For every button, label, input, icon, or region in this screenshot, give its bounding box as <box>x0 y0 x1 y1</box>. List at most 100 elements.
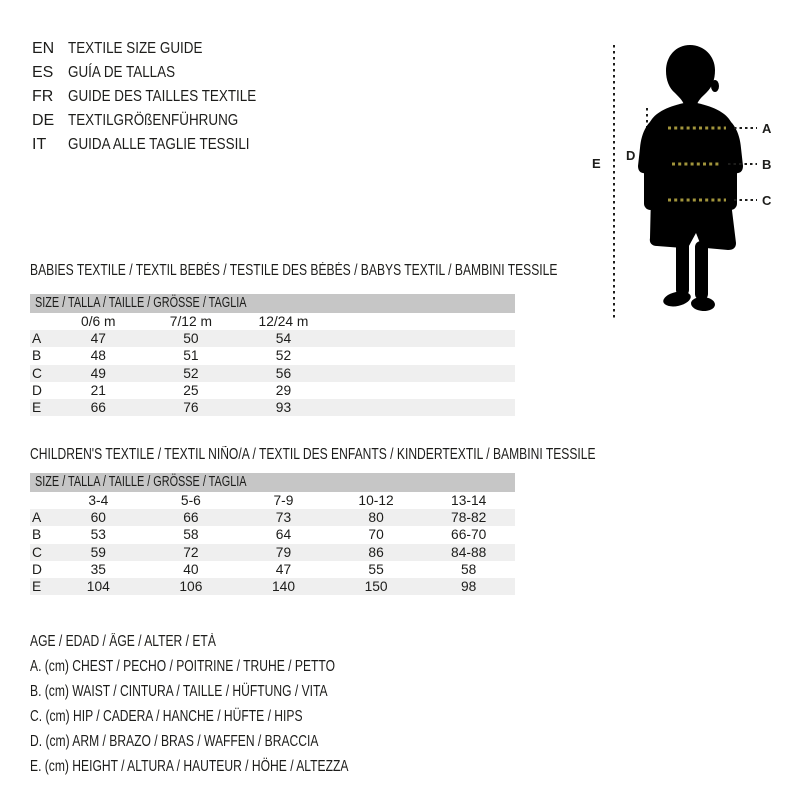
row-label-cell: A <box>32 331 42 347</box>
language-row: DE TEXTILGRÖßENFÜHRUNG <box>32 109 292 133</box>
table-cell: 58 <box>460 561 477 577</box>
table-cell: 29 <box>275 382 292 398</box>
language-code: FR <box>32 88 54 105</box>
table-cell: 66 <box>90 399 106 415</box>
label-d: D <box>626 148 635 163</box>
language-row: FR GUIDE DES TAILLES TEXTILE <box>32 85 292 109</box>
language-code: EN <box>32 40 55 57</box>
table-cell: 73 <box>275 510 292 526</box>
table-row: A 47 50 54 <box>30 330 515 348</box>
row-label-cell <box>30 313 52 330</box>
table-cell: 86 <box>368 544 384 560</box>
language-title: TEXTILGRÖßENFÜHRUNG <box>68 112 239 129</box>
table-cell: 72 <box>183 544 199 560</box>
language-row: ES GUÍA DE TALLAS <box>32 61 292 85</box>
row-label-cell: D <box>32 382 42 398</box>
table-cell: 80 <box>368 510 384 526</box>
children-size-header-bar: SIZE / TALLA / TAILLE / GRÖSSE / TAGLIA <box>30 473 515 492</box>
babies-size-header-bar: SIZE / TALLA / TAILLE / GRÖSSE / TAGLIA <box>30 294 515 313</box>
table-cell: 98 <box>460 578 477 594</box>
children-section-heading: CHILDREN'S TEXTILE / TEXTIL NIÑO/A / TEX… <box>30 446 596 463</box>
table-row: C 49 52 56 <box>30 364 515 382</box>
table-cell: 84-88 <box>451 544 487 560</box>
table-cell: 13-14 <box>451 493 487 508</box>
language-title-list: EN TEXTILE SIZE GUIDE ES GUÍA DE TALLAS FR GU… <box>32 37 292 157</box>
table-cell: 93 <box>275 399 292 415</box>
table-cell: 53 <box>90 527 106 543</box>
table-cell: 56 <box>275 365 292 381</box>
legend-item: B. (cm) WAIST / CINTURA / TAILLE / HÜFTU… <box>30 683 328 700</box>
language-title: GUIDA ALLE TAGLIE TESSILI <box>68 136 250 153</box>
row-label-cell: C <box>32 365 42 381</box>
table-cell: 55 <box>368 561 384 577</box>
legend-items: A. (cm) CHEST / PECHO / POITRINE / TRUHE… <box>30 654 438 779</box>
table-row: B 53 58 64 70 66-70 <box>30 526 515 543</box>
row-label-cell: C <box>32 544 42 560</box>
row-label-cell: B <box>32 348 42 364</box>
table-cell: 66 <box>183 510 199 526</box>
table-cell: 106 <box>179 578 203 594</box>
table-row: D 21 25 29 <box>30 382 515 399</box>
child-measurement-figure: A B C D E <box>592 45 772 318</box>
language-row: IT GUIDA ALLE TAGLIE TESSILI <box>32 133 292 157</box>
table-cell: 58 <box>183 527 199 543</box>
table-cell: 12/24 m <box>258 314 309 329</box>
table-row: A 60 66 73 80 78-82 <box>30 509 515 527</box>
table-cell: 140 <box>271 578 295 594</box>
row-label-cell: D <box>32 561 42 577</box>
table-cell: 78-82 <box>451 510 487 526</box>
table-cell: 48 <box>90 348 106 364</box>
table-cell: 47 <box>90 331 106 347</box>
legend-age-line: AGE / EDAD / ÂGE / ALTER / ETÀ <box>30 633 216 650</box>
children-size-table: SIZE / TALLA / TAILLE / GRÖSSE / TAGLIA … <box>30 473 515 596</box>
row-label-cell: E <box>32 578 42 594</box>
table-cell: 52 <box>183 365 199 381</box>
language-title: GUIDE DES TAILLES TEXTILE <box>68 88 257 105</box>
babies-section-heading: BABIES TEXTILE / TEXTIL BEBÉS / TESTILE … <box>30 262 558 279</box>
language-title: GUÍA DE TALLAS <box>68 64 176 81</box>
row-label-cell <box>30 492 52 509</box>
table-cell: 52 <box>275 348 292 364</box>
table-cell: 51 <box>183 348 199 364</box>
row-label-cell: B <box>32 527 42 543</box>
row-label-cell: A <box>32 510 42 526</box>
table-row: E 104 106 140 150 98 <box>30 577 515 596</box>
language-title: TEXTILE SIZE GUIDE <box>68 40 203 57</box>
legend-item: E. (cm) HEIGHT / ALTURA / HAUTEUR / HÖHE… <box>30 758 349 775</box>
legend-item: D. (cm) ARM / BRAZO / BRAS / WAFFEN / BR… <box>30 733 319 750</box>
table-cell: 70 <box>368 527 384 543</box>
table-cell: 7-9 <box>273 493 294 508</box>
table-cell: 64 <box>275 527 292 543</box>
label-e: E <box>592 156 601 171</box>
table-cell: 7/12 m <box>169 314 212 329</box>
table-cell: 3-4 <box>88 493 109 508</box>
children-table-body: A 60 66 73 80 78-82 B 53 58 64 70 66-70 C 59 72 79 86 84-… <box>30 509 515 596</box>
label-a: A <box>762 121 772 136</box>
table-cell: 76 <box>183 399 199 415</box>
table-row: C 59 72 79 86 84-88 <box>30 543 515 561</box>
table-row: B 48 51 52 <box>30 347 515 364</box>
row-label-cell: E <box>32 399 42 415</box>
table-row: E 66 76 93 <box>30 398 515 417</box>
table-cell: 35 <box>90 561 106 577</box>
table-cell: 21 <box>90 382 106 398</box>
table-cell: 40 <box>183 561 199 577</box>
legend-item: A. (cm) CHEST / PECHO / POITRINE / TRUHE… <box>30 658 335 675</box>
babies-column-header-row: 0/6 m 7/12 m 12/24 m <box>30 313 515 330</box>
language-code: IT <box>32 136 47 153</box>
table-cell: 54 <box>275 331 292 347</box>
language-code: DE <box>32 112 55 129</box>
language-code: ES <box>32 64 54 81</box>
measurement-legend: AGE / EDAD / ÂGE / ALTER / ETÀ A. (cm) C… <box>30 629 438 779</box>
children-column-header-row: 3-4 5-6 7-9 10-12 13-14 <box>30 492 515 509</box>
table-cell: 25 <box>183 382 199 398</box>
babies-size-table: SIZE / TALLA / TAILLE / GRÖSSE / TAGLIA … <box>30 294 515 417</box>
legend-item: C. (cm) HIP / CADERA / HANCHE / HÜFTE / … <box>30 708 303 725</box>
label-b: B <box>762 157 771 172</box>
table-cell: 60 <box>90 510 106 526</box>
table-cell: 10-12 <box>358 493 394 508</box>
table-cell: 50 <box>183 331 199 347</box>
table-cell: 104 <box>86 578 110 594</box>
label-c: C <box>762 193 772 208</box>
